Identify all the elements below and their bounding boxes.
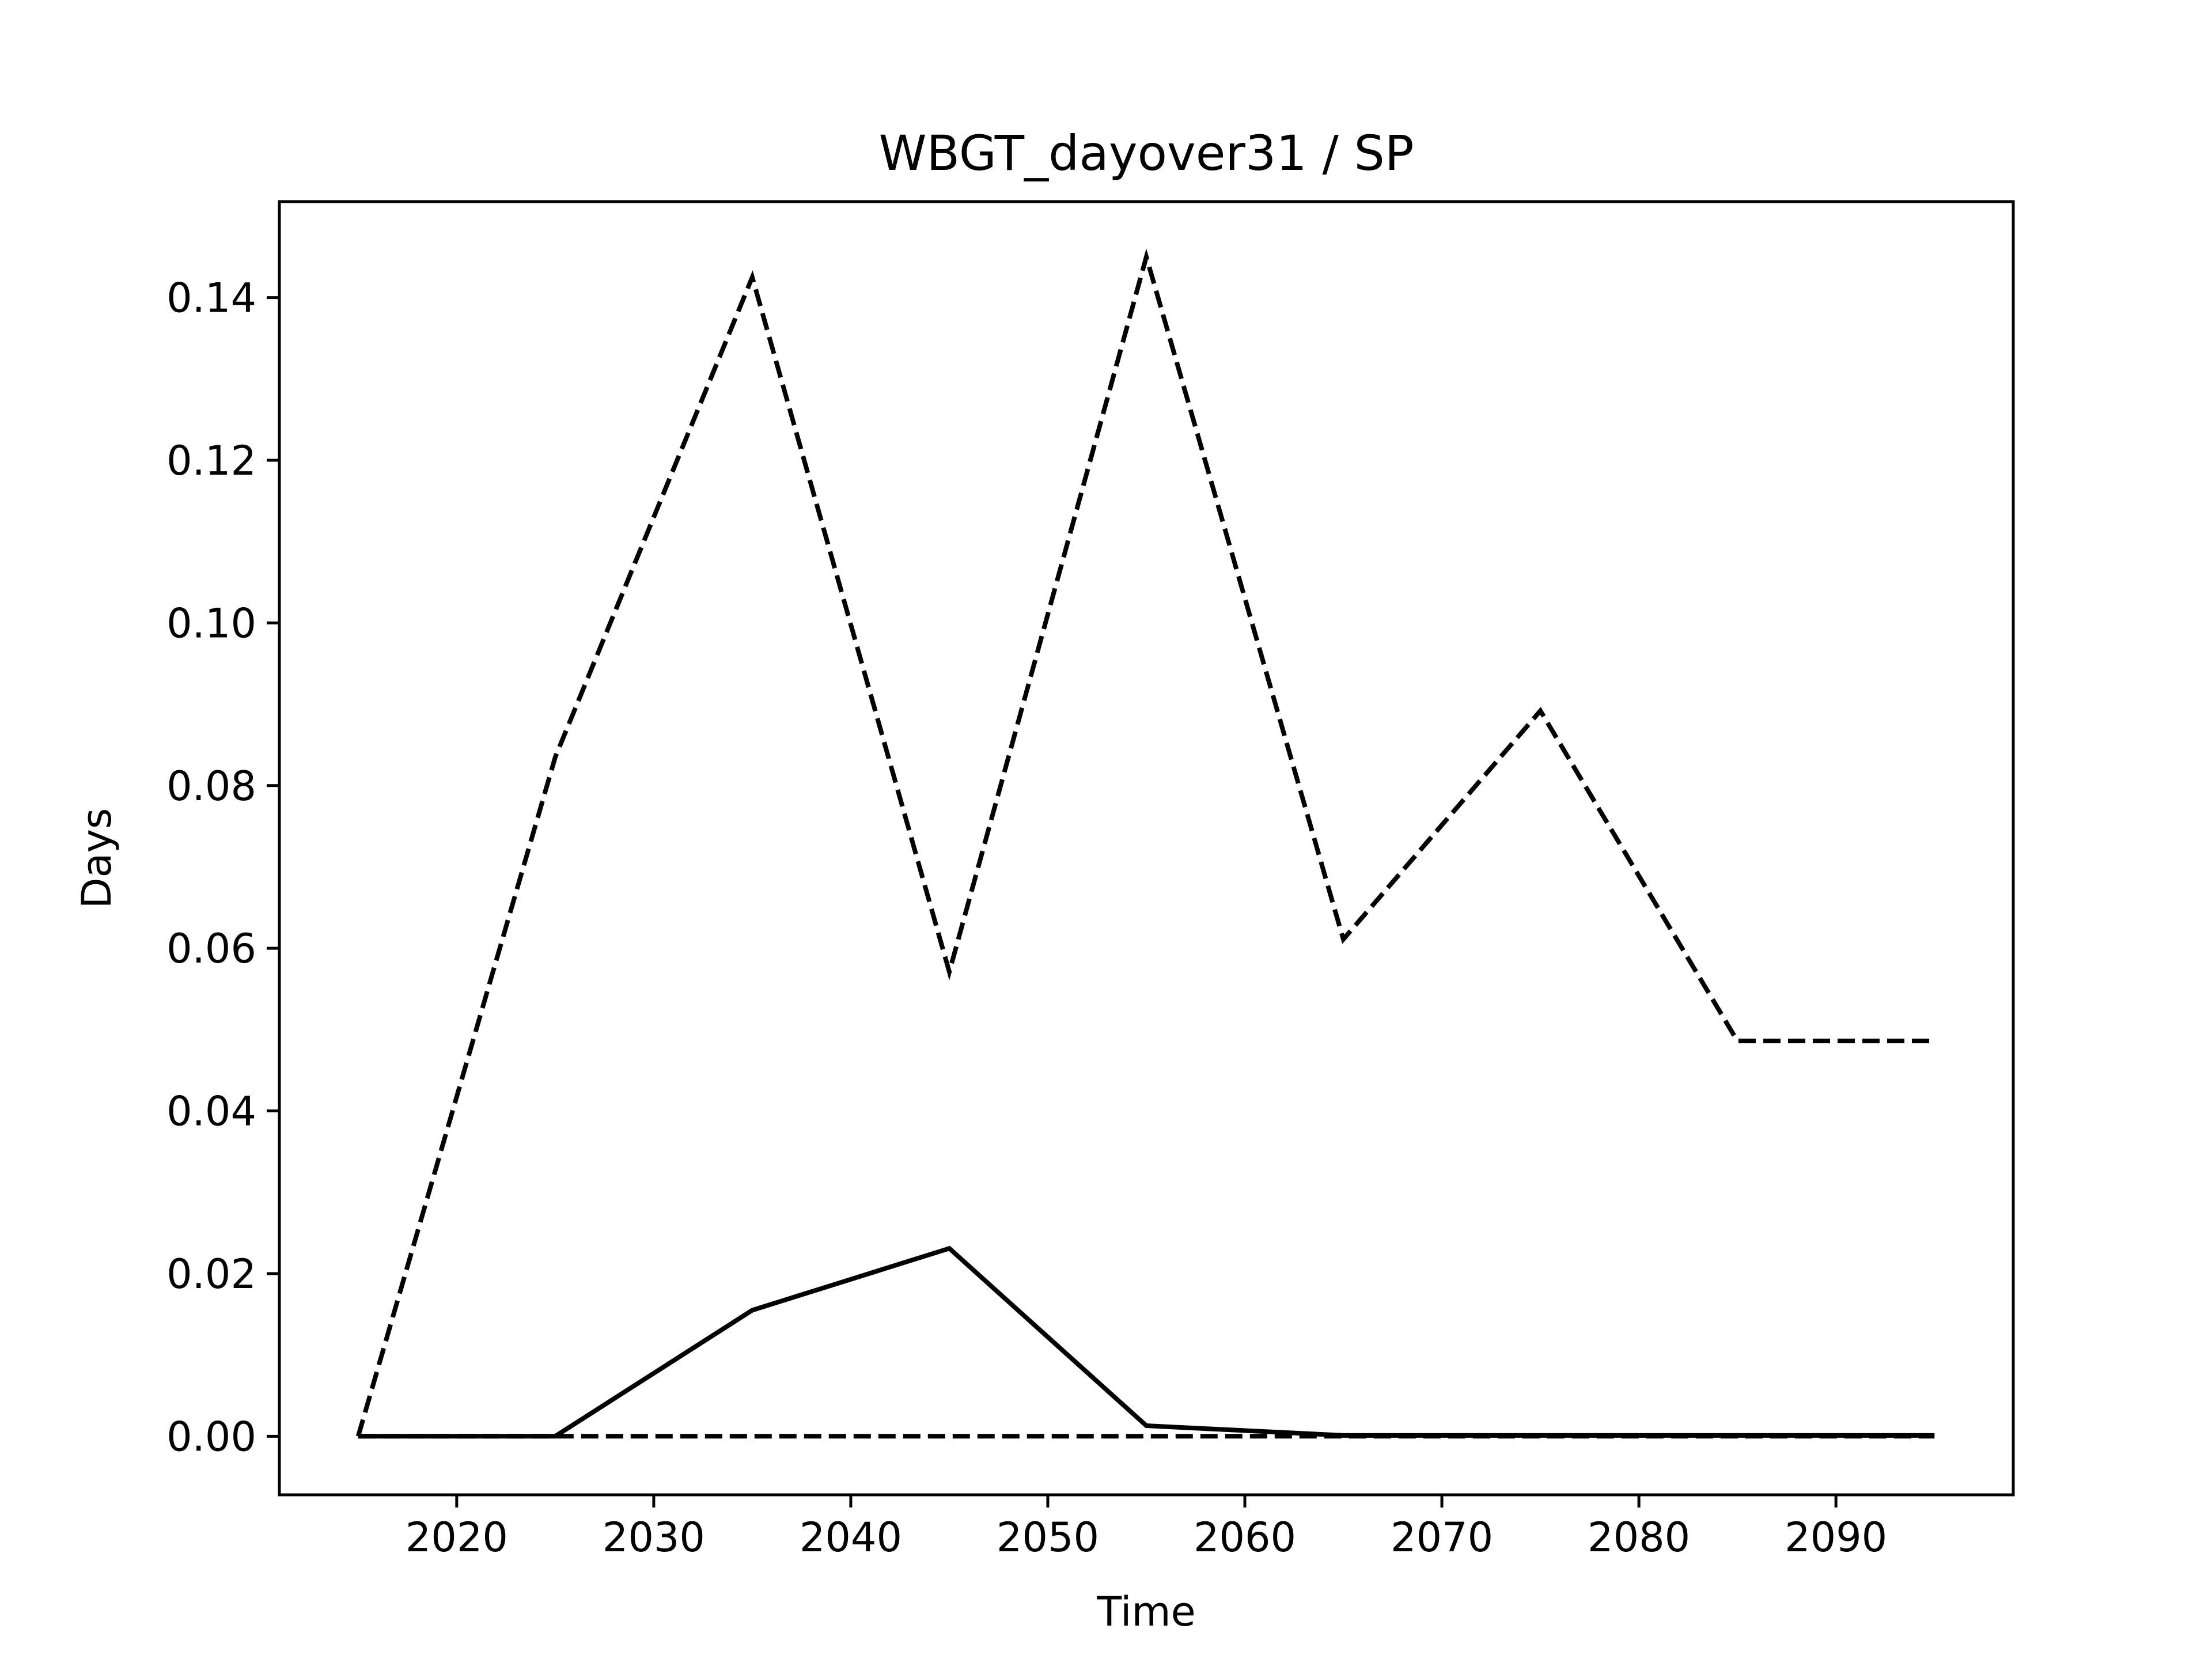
x-axis: 2020 2030 2040 2050 2060 2070 2080 2090	[406, 1495, 1887, 1561]
x-tick-label: 2050	[997, 1514, 1099, 1561]
x-tick-label: 2020	[406, 1514, 508, 1561]
chart-title: WBGT_dayover31 / SP	[878, 125, 1414, 181]
x-tick-label: 2090	[1785, 1514, 1887, 1561]
y-tick-label: 0.10	[166, 600, 256, 647]
x-tick-label: 2070	[1391, 1514, 1493, 1561]
y-tick-label: 0.14	[166, 275, 256, 322]
x-tick-label: 2060	[1194, 1514, 1296, 1561]
y-tick-label: 0.12	[166, 437, 256, 484]
y-tick-label: 0.02	[166, 1251, 256, 1298]
x-tick-label: 2080	[1588, 1514, 1690, 1561]
y-tick-label: 0.00	[166, 1413, 256, 1460]
y-tick-label: 0.06	[166, 925, 256, 972]
y-axis-label: Days	[73, 808, 120, 909]
y-tick-label: 0.08	[166, 763, 256, 810]
x-tick-label: 2040	[800, 1514, 902, 1561]
y-tick-label: 0.04	[166, 1088, 256, 1135]
x-axis-label: Time	[1096, 1588, 1195, 1635]
x-tick-label: 2030	[603, 1514, 705, 1561]
y-axis: 0.00 0.02 0.04 0.06 0.08 0.10 0.12 0.14	[166, 275, 279, 1460]
plot-frame	[278, 200, 2015, 1497]
series-layer	[355, 248, 1935, 1439]
series-line-2	[355, 248, 1935, 1437]
